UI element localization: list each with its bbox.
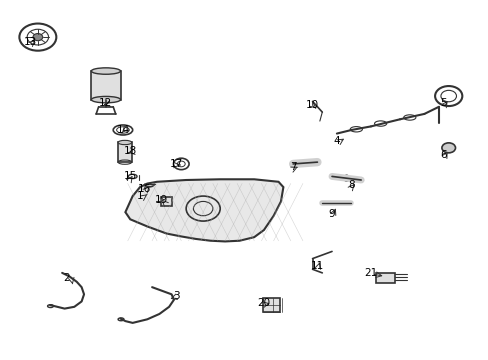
- Text: 7: 7: [289, 162, 296, 172]
- Bar: [91, 71, 120, 100]
- Text: 13: 13: [24, 37, 37, 48]
- Text: 15: 15: [123, 171, 137, 181]
- Text: 19: 19: [155, 195, 168, 204]
- Bar: [161, 197, 171, 206]
- Text: 5: 5: [440, 98, 446, 108]
- Circle shape: [33, 33, 42, 41]
- Text: 9: 9: [328, 209, 335, 219]
- Text: 11: 11: [310, 261, 324, 271]
- Text: 20: 20: [257, 298, 270, 308]
- Bar: [263, 298, 280, 312]
- Text: 21: 21: [364, 268, 377, 278]
- Ellipse shape: [118, 140, 131, 145]
- Text: 14: 14: [116, 125, 129, 135]
- Text: 16: 16: [138, 184, 151, 194]
- Text: 3: 3: [173, 291, 180, 301]
- Ellipse shape: [91, 96, 120, 103]
- Text: 2: 2: [63, 273, 70, 283]
- Bar: [375, 273, 394, 283]
- Text: 1: 1: [136, 191, 143, 201]
- Text: 18: 18: [123, 147, 137, 157]
- Text: 12: 12: [99, 98, 112, 108]
- Polygon shape: [125, 179, 283, 242]
- Text: 17: 17: [169, 159, 183, 169]
- Circle shape: [441, 143, 455, 153]
- Text: 6: 6: [440, 150, 446, 160]
- Bar: [118, 143, 131, 162]
- Text: 8: 8: [347, 180, 354, 190]
- Ellipse shape: [91, 68, 120, 74]
- Text: 10: 10: [305, 100, 319, 110]
- Text: 4: 4: [333, 136, 340, 146]
